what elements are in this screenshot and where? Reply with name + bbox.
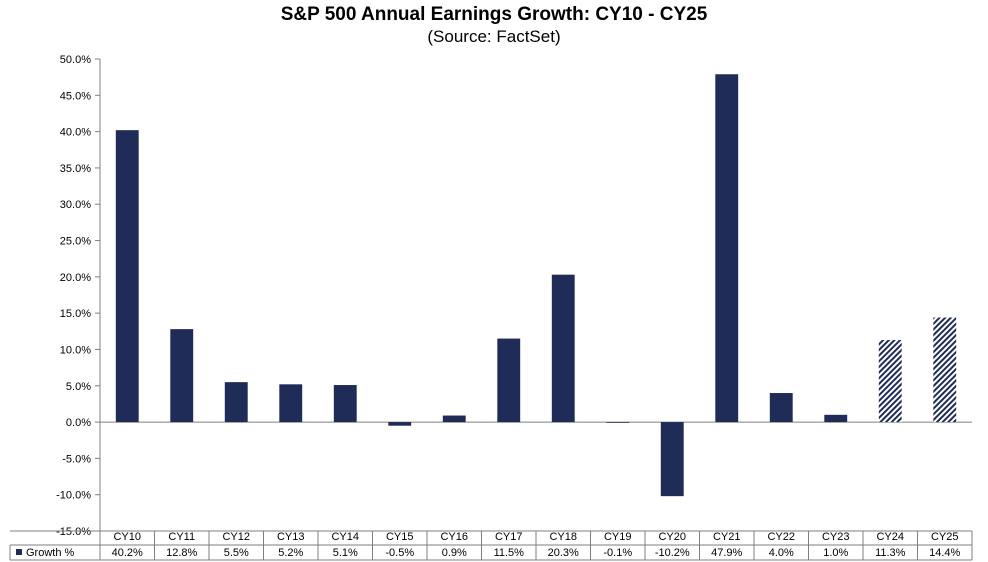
- data-label: -10.2%: [655, 547, 690, 559]
- y-tick-label: 15.0%: [60, 308, 91, 320]
- y-axis: 50.0% 45.0% 40.0% 35.0% 30.0% 25.0% 20.0% 15.0%…: [56, 54, 972, 560]
- data-label: 12.8%: [166, 547, 197, 559]
- bar-cy14: [333, 385, 357, 423]
- y-tick-label: 40.0%: [60, 127, 91, 139]
- data-label: 11.5%: [494, 547, 525, 559]
- x-tick-label: CY10: [113, 531, 141, 543]
- y-tick-label: 25.0%: [60, 236, 91, 248]
- data-label: 5.1%: [333, 547, 358, 559]
- bars: [115, 74, 957, 497]
- x-tick-label: CY23: [822, 531, 850, 543]
- data-table: Growth % CY10 40.2% CY11 12.8% CY12 5.5% CY13 5.…: [9, 530, 973, 561]
- bar-cy15: [388, 422, 412, 426]
- bar-cy13: [279, 384, 303, 423]
- x-tick-label: CY11: [168, 531, 195, 543]
- x-tick-label: CY20: [658, 531, 686, 543]
- data-label: 14.4%: [929, 547, 960, 559]
- x-tick-label: CY16: [440, 531, 468, 543]
- data-label: 20.3%: [548, 547, 579, 559]
- x-tick-label: CY24: [876, 531, 904, 543]
- x-tick-label: CY19: [604, 531, 632, 543]
- bar-cy23: [824, 414, 848, 423]
- bar-cy12: [224, 382, 248, 423]
- bar-cy19: [606, 422, 630, 423]
- chart-title: S&P 500 Annual Earnings Growth: CY10 - C…: [280, 4, 708, 25]
- data-label: 0.9%: [442, 547, 467, 559]
- data-label: 4.0%: [769, 547, 794, 559]
- data-label: 5.5%: [224, 547, 249, 559]
- y-tick-label: -5.0%: [62, 453, 91, 465]
- bar-cy18: [551, 274, 575, 423]
- data-label: 11.3%: [875, 547, 906, 559]
- x-tick-label: CY15: [386, 531, 414, 543]
- y-tick-label: 45.0%: [60, 90, 91, 102]
- y-tick-label: 30.0%: [60, 199, 91, 211]
- x-tick-label: CY14: [331, 531, 359, 543]
- x-tick-label: CY17: [495, 531, 523, 543]
- y-tick-label: 0.0%: [66, 417, 91, 429]
- x-tick-label: CY25: [931, 531, 959, 543]
- bar-cy20: [660, 422, 684, 497]
- x-tick-label: CY18: [549, 531, 577, 543]
- data-label: 40.2%: [112, 547, 143, 559]
- x-tick-label: CY21: [713, 531, 741, 543]
- bar-cy16: [442, 415, 466, 423]
- x-tick-label: CY13: [277, 531, 305, 543]
- bar-cy24: [878, 340, 902, 423]
- bar-cy25: [933, 317, 957, 423]
- bar-cy21: [715, 74, 739, 423]
- y-tick-label: 50.0%: [60, 54, 91, 66]
- bar-cy17: [497, 338, 521, 423]
- data-label: 47.9%: [711, 547, 742, 559]
- x-tick-label: CY22: [767, 531, 795, 543]
- data-label: -0.1%: [603, 547, 632, 559]
- bar-cy11: [170, 329, 194, 423]
- y-tick-label: 10.0%: [60, 344, 91, 356]
- y-tick-label: 5.0%: [66, 381, 91, 393]
- bar-cy10: [115, 130, 139, 423]
- y-tick-label: 35.0%: [60, 163, 91, 175]
- x-tick-label: CY12: [222, 531, 250, 543]
- legend-key: [16, 549, 22, 555]
- chart-subtitle: (Source: FactSet): [427, 27, 561, 46]
- bar-cy22: [769, 393, 793, 423]
- series-name: Growth %: [26, 547, 75, 559]
- data-label: -0.5%: [385, 547, 414, 559]
- y-tick-label: -10.0%: [56, 490, 91, 502]
- y-tick-label: 20.0%: [60, 272, 91, 284]
- data-label: 5.2%: [278, 547, 303, 559]
- data-label: 1.0%: [823, 547, 848, 559]
- y-tick-label: -15.0%: [56, 526, 91, 538]
